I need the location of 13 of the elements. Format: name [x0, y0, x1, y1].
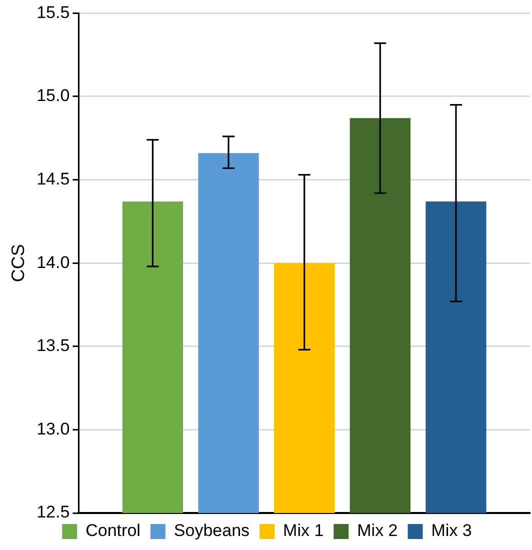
legend-label: Control	[86, 521, 140, 540]
y-tick-label: 14.0	[36, 252, 70, 272]
y-tick-label: 15.0	[36, 86, 70, 106]
y-tick-label: 12.5	[36, 502, 70, 522]
y-tick-label: 15.5	[36, 2, 70, 22]
y-tick-label: 14.5	[36, 169, 70, 188]
legend-label: Mix 3	[431, 521, 472, 540]
legend-label: Soybeans	[174, 521, 250, 540]
legend-label: Mix 1	[283, 521, 324, 540]
y-tick-label: 13.0	[36, 419, 70, 438]
legend-label: Mix 2	[357, 521, 398, 540]
y-tick-label: 13.5	[36, 336, 70, 356]
y-axis-title: CCS	[8, 244, 28, 282]
